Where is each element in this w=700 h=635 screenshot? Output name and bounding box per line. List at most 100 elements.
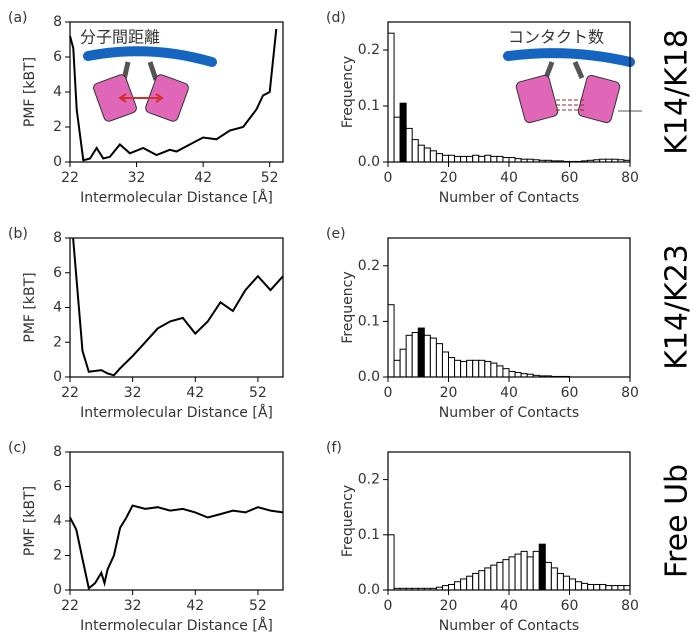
x-axis-label: Number of Contacts xyxy=(439,190,579,206)
bar xyxy=(490,155,498,163)
x-tick-label: 20 xyxy=(440,598,458,614)
annotation: コンタクト数 xyxy=(508,28,604,47)
chain xyxy=(503,48,635,67)
x-tick-label: 0 xyxy=(384,385,393,401)
bar xyxy=(478,359,486,378)
bar xyxy=(605,585,613,591)
bar xyxy=(472,154,480,163)
bar xyxy=(387,304,395,378)
bar xyxy=(484,567,492,591)
bar xyxy=(411,139,419,163)
x-tick-label: 52 xyxy=(249,385,267,401)
x-tick-label: 60 xyxy=(561,170,579,186)
bar xyxy=(484,154,492,163)
bar xyxy=(611,585,619,591)
x-tick-label: 32 xyxy=(128,170,146,186)
x-tick-label: 22 xyxy=(61,385,79,401)
chain xyxy=(83,46,217,67)
y-tick-label: 0.0 xyxy=(358,582,380,598)
bar xyxy=(460,578,468,591)
x-tick-label: 20 xyxy=(440,385,458,401)
bar xyxy=(623,585,631,591)
panel-label: (e) xyxy=(326,226,346,242)
ub-domain xyxy=(145,74,189,122)
x-tick-label: 42 xyxy=(186,598,204,614)
y-axis-label: Frequency xyxy=(340,485,356,557)
bar xyxy=(429,337,437,378)
y-tick-label: 2 xyxy=(53,334,62,350)
axes-frame xyxy=(387,237,631,378)
bar xyxy=(496,561,504,591)
linker xyxy=(572,60,585,80)
bar xyxy=(550,567,558,591)
y-tick-label: 0 xyxy=(53,582,62,598)
pmf-line xyxy=(69,504,284,591)
x-tick-label: 80 xyxy=(621,170,639,186)
bar xyxy=(538,543,546,591)
bar xyxy=(496,365,504,378)
y-axis-label: PMF [kBT] xyxy=(22,486,38,556)
y-tick-label: 0.1 xyxy=(358,98,380,114)
bar xyxy=(466,575,474,591)
y-axis-label: Frequency xyxy=(340,271,356,343)
row-label: K14/K18 xyxy=(660,29,695,155)
bar xyxy=(393,359,401,378)
y-axis-label: PMF [kBT] xyxy=(22,57,38,127)
axes-frame xyxy=(69,21,284,163)
ub-domain xyxy=(93,74,137,122)
panel: (a) 分子間距離 0 2 4 6 8 22 32 42 52 Intermolecular Dist… xyxy=(8,10,284,206)
row-label: Free Ub xyxy=(660,464,695,578)
y-tick-label: 8 xyxy=(53,444,62,460)
y-tick-label: 0.2 xyxy=(358,42,380,58)
annotation: 分子間距離 xyxy=(80,28,160,47)
panel-label: (d) xyxy=(326,10,346,26)
panel-label: (b) xyxy=(8,226,28,242)
bar xyxy=(460,155,468,163)
bar xyxy=(405,127,413,163)
bar xyxy=(569,578,577,591)
bar xyxy=(405,334,413,378)
y-tick-label: 0 xyxy=(53,154,62,170)
bar xyxy=(393,116,401,163)
bar xyxy=(399,102,407,163)
contacts xyxy=(556,99,584,111)
ub-domain xyxy=(577,74,621,124)
bar xyxy=(575,581,583,591)
bar xyxy=(502,368,510,378)
cartoon-contacts xyxy=(503,48,642,124)
y-tick-label: 0.1 xyxy=(358,527,380,543)
y-axis-label: Frequency xyxy=(340,56,356,128)
x-tick-label: 32 xyxy=(124,598,142,614)
bar xyxy=(454,359,462,378)
bar xyxy=(441,154,450,163)
bar xyxy=(599,583,607,591)
x-tick-label: 40 xyxy=(500,170,518,186)
bar xyxy=(454,155,462,163)
x-tick-label: 20 xyxy=(440,170,458,186)
bar xyxy=(556,572,564,591)
bar xyxy=(435,153,443,163)
bar xyxy=(423,147,431,163)
y-tick-label: 0 xyxy=(53,369,62,385)
bar xyxy=(581,582,589,591)
bar xyxy=(472,572,480,591)
x-tick-label: 60 xyxy=(561,598,579,614)
y-tick-label: 0.0 xyxy=(358,154,380,170)
bar xyxy=(435,343,443,378)
panel-label: (c) xyxy=(8,440,27,456)
y-tick-label: 6 xyxy=(53,49,62,65)
y-tick-label: 0.1 xyxy=(358,313,380,329)
y-tick-label: 2 xyxy=(53,119,62,135)
bar xyxy=(411,332,419,378)
x-tick-label: 22 xyxy=(61,598,79,614)
x-tick-label: 0 xyxy=(384,170,393,186)
axes-frame xyxy=(387,451,631,591)
x-tick-label: 80 xyxy=(621,598,639,614)
panel-label: (a) xyxy=(8,10,28,26)
bar xyxy=(496,155,504,163)
x-tick-label: 0 xyxy=(384,598,393,614)
bar xyxy=(490,362,498,378)
bar xyxy=(490,564,498,591)
x-tick-label: 60 xyxy=(561,385,579,401)
